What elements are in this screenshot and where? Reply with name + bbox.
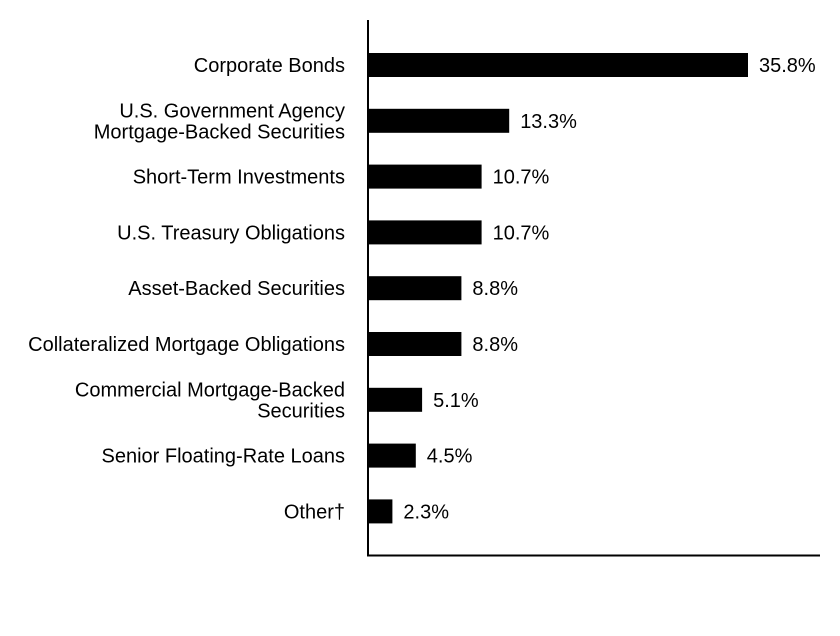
value-label: 8.8% xyxy=(472,278,518,300)
bar xyxy=(368,443,416,468)
category-label: Collateralized Mortgage Obligations xyxy=(28,334,345,356)
bar xyxy=(368,332,462,356)
category-label-line: Senior Floating-Rate Loans xyxy=(102,446,345,468)
value-label: 35.8% xyxy=(759,55,816,77)
value-label: 8.8% xyxy=(472,334,518,356)
bar xyxy=(368,164,482,189)
category-label-line: U.S. Treasury Obligations xyxy=(117,222,345,244)
bars-group xyxy=(368,53,748,524)
category-label-line: Securities xyxy=(257,400,345,422)
category-label: Short-Term Investments xyxy=(133,167,345,189)
category-label: U.S. Government Agency Mortgage-Backed Se… xyxy=(94,100,345,143)
category-label: U.S. Treasury Obligations xyxy=(117,222,345,244)
bar xyxy=(368,220,482,245)
bar xyxy=(368,276,462,301)
category-label-line: U.S. Government Agency xyxy=(119,100,345,122)
category-label: Asset-Backed Securities xyxy=(128,278,345,300)
category-label-line: Corporate Bonds xyxy=(194,55,345,77)
category-label: Commercial Mortgage-Backed Securities xyxy=(75,379,345,422)
category-label-line: Commercial Mortgage-Backed xyxy=(75,379,345,401)
category-label: Senior Floating-Rate Loans xyxy=(102,446,345,468)
bar xyxy=(368,108,510,133)
category-label-line: Asset-Backed Securities xyxy=(128,278,345,300)
bar xyxy=(368,387,423,412)
value-labels-group: 35.8% 13.3% 10.7% 10.7% 8.8% 8.8% 5.1% 4.5% 2.3% xyxy=(403,55,816,523)
bar xyxy=(368,499,393,524)
value-label: 10.7% xyxy=(493,222,550,244)
category-label-line: Mortgage-Backed Securities xyxy=(94,121,345,143)
value-label: 4.5% xyxy=(427,446,473,468)
value-label: 10.7% xyxy=(493,167,550,189)
value-label: 5.1% xyxy=(433,390,479,412)
bar xyxy=(368,53,748,77)
value-label: 2.3% xyxy=(403,501,449,523)
value-label: 13.3% xyxy=(520,111,577,133)
category-labels-group: Corporate Bonds U.S. Government Agency Mor… xyxy=(28,55,345,523)
category-label: Other† xyxy=(284,501,345,523)
category-label-line: Collateralized Mortgage Obligations xyxy=(28,334,345,356)
category-label-line: Other† xyxy=(284,501,345,523)
category-label: Corporate Bonds xyxy=(194,55,345,77)
category-label-line: Short-Term Investments xyxy=(133,167,345,189)
